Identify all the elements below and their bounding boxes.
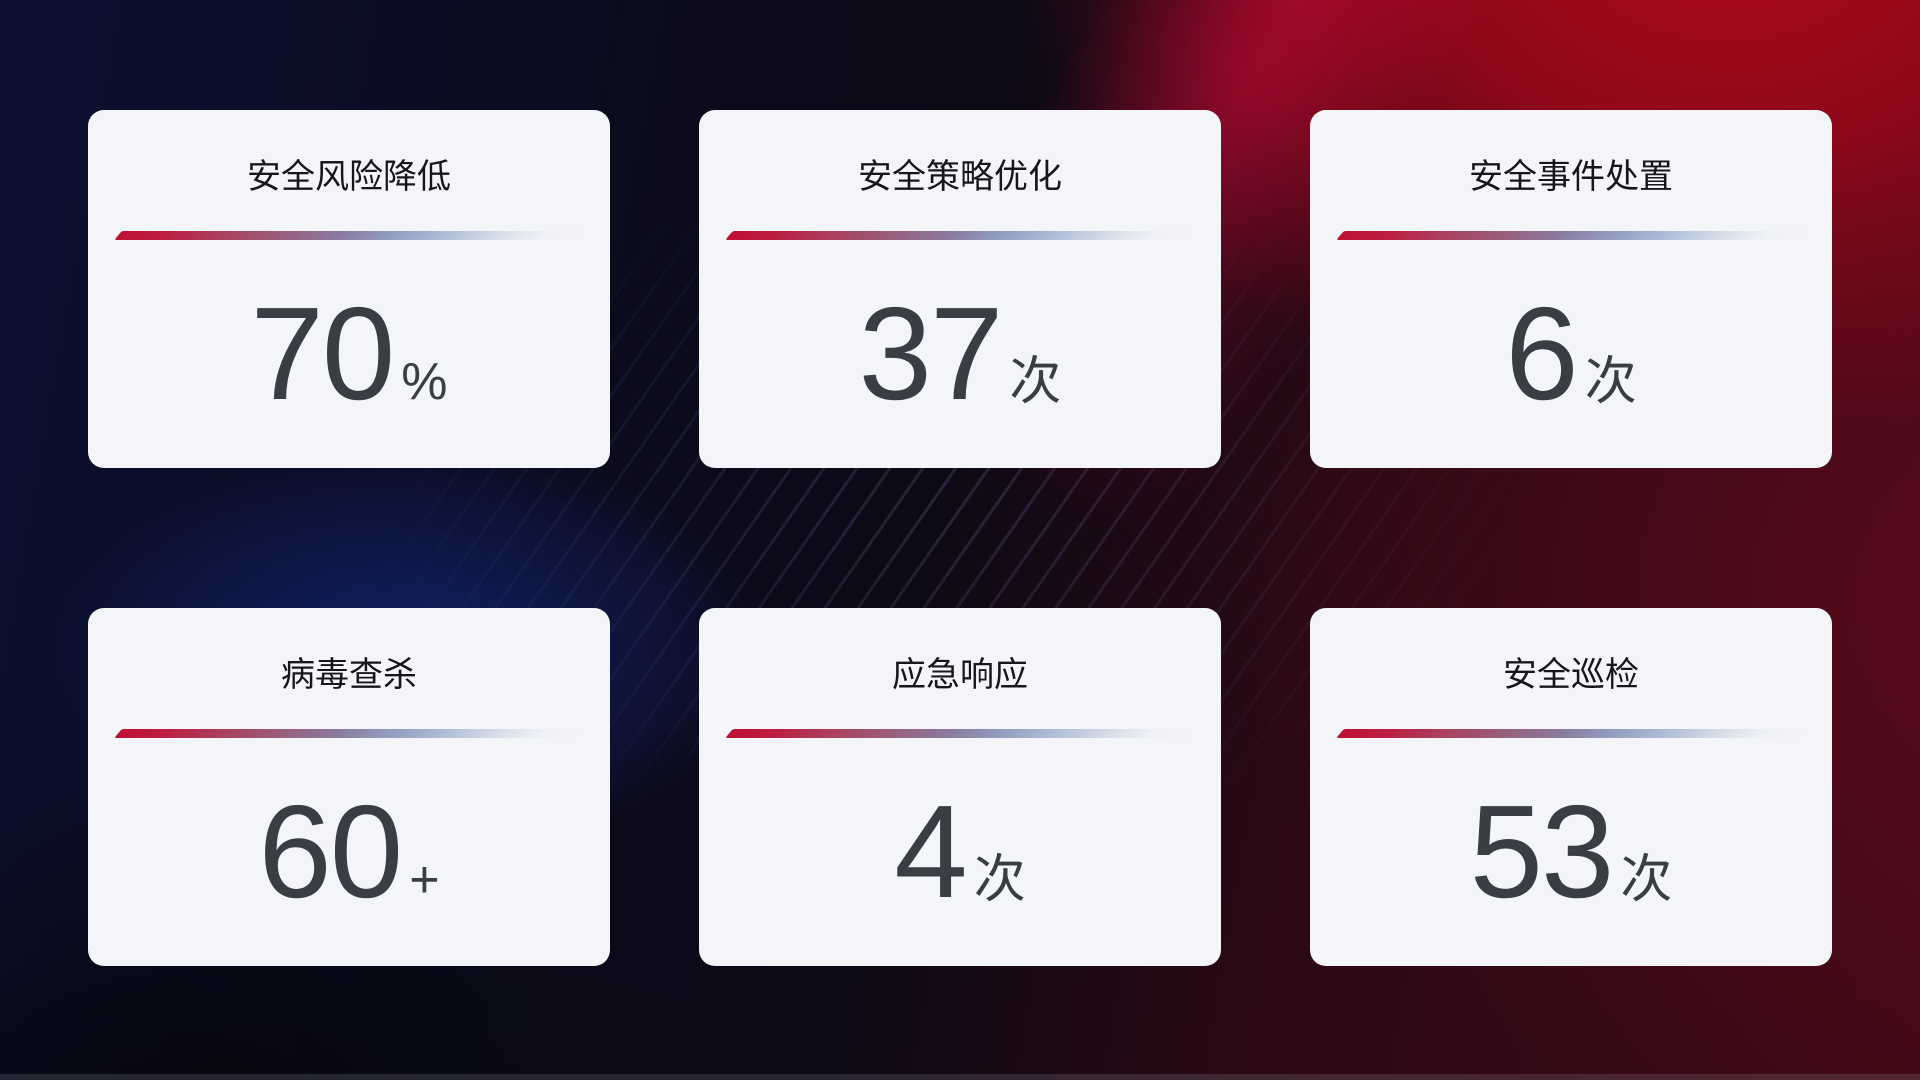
stat-number: 37 — [858, 280, 1004, 427]
gradient-divider — [114, 231, 584, 240]
card-title: 安全策略优化 — [858, 158, 1062, 196]
gradient-divider — [114, 729, 584, 738]
stat-value-row: 70 % — [88, 240, 610, 468]
stat-number: 60 — [258, 778, 403, 925]
stat-card-virus-scan: 病毒查杀 60 + — [88, 608, 610, 966]
stat-card-security-incident-handling: 安全事件处置 6 次 — [1310, 110, 1832, 468]
stat-value-row: 60 + — [88, 738, 610, 966]
stat-unit: % — [401, 353, 448, 411]
card-title: 应急响应 — [892, 656, 1028, 694]
stat-unit: 次 — [973, 851, 1026, 909]
card-title: 病毒查杀 — [281, 656, 417, 694]
card-title: 安全事件处置 — [1469, 158, 1673, 196]
stat-value-row: 6 次 — [1310, 240, 1832, 468]
card-title: 安全风险降低 — [247, 158, 451, 196]
stat-card-security-inspection: 安全巡检 53 次 — [1310, 608, 1832, 966]
gradient-divider — [1336, 231, 1806, 240]
stat-number: 4 — [894, 778, 967, 925]
stat-number: 6 — [1505, 280, 1578, 427]
stat-cards-grid: 安全风险降低 70 % 安全策略优化 37 次 安全事件处置 — [88, 110, 1832, 966]
stat-card-security-policy-optimization: 安全策略优化 37 次 — [699, 110, 1221, 468]
stat-unit: 次 — [1584, 353, 1637, 411]
stat-card-emergency-response: 应急响应 4 次 — [699, 608, 1221, 966]
stat-number: 70 — [250, 280, 395, 427]
card-title: 安全巡检 — [1503, 656, 1639, 694]
bottom-edge-strip — [0, 1074, 1920, 1080]
stat-card-security-risk-reduction: 安全风险降低 70 % — [88, 110, 610, 468]
stat-number: 53 — [1469, 778, 1615, 925]
gradient-divider — [1336, 729, 1806, 738]
stat-value-row: 37 次 — [699, 240, 1221, 468]
gradient-divider — [725, 729, 1195, 738]
stat-value-row: 53 次 — [1310, 738, 1832, 966]
stat-value-row: 4 次 — [699, 738, 1221, 966]
stat-unit: + — [409, 851, 440, 909]
stat-unit: 次 — [1009, 353, 1062, 411]
gradient-divider — [725, 231, 1195, 240]
stat-unit: 次 — [1620, 851, 1673, 909]
